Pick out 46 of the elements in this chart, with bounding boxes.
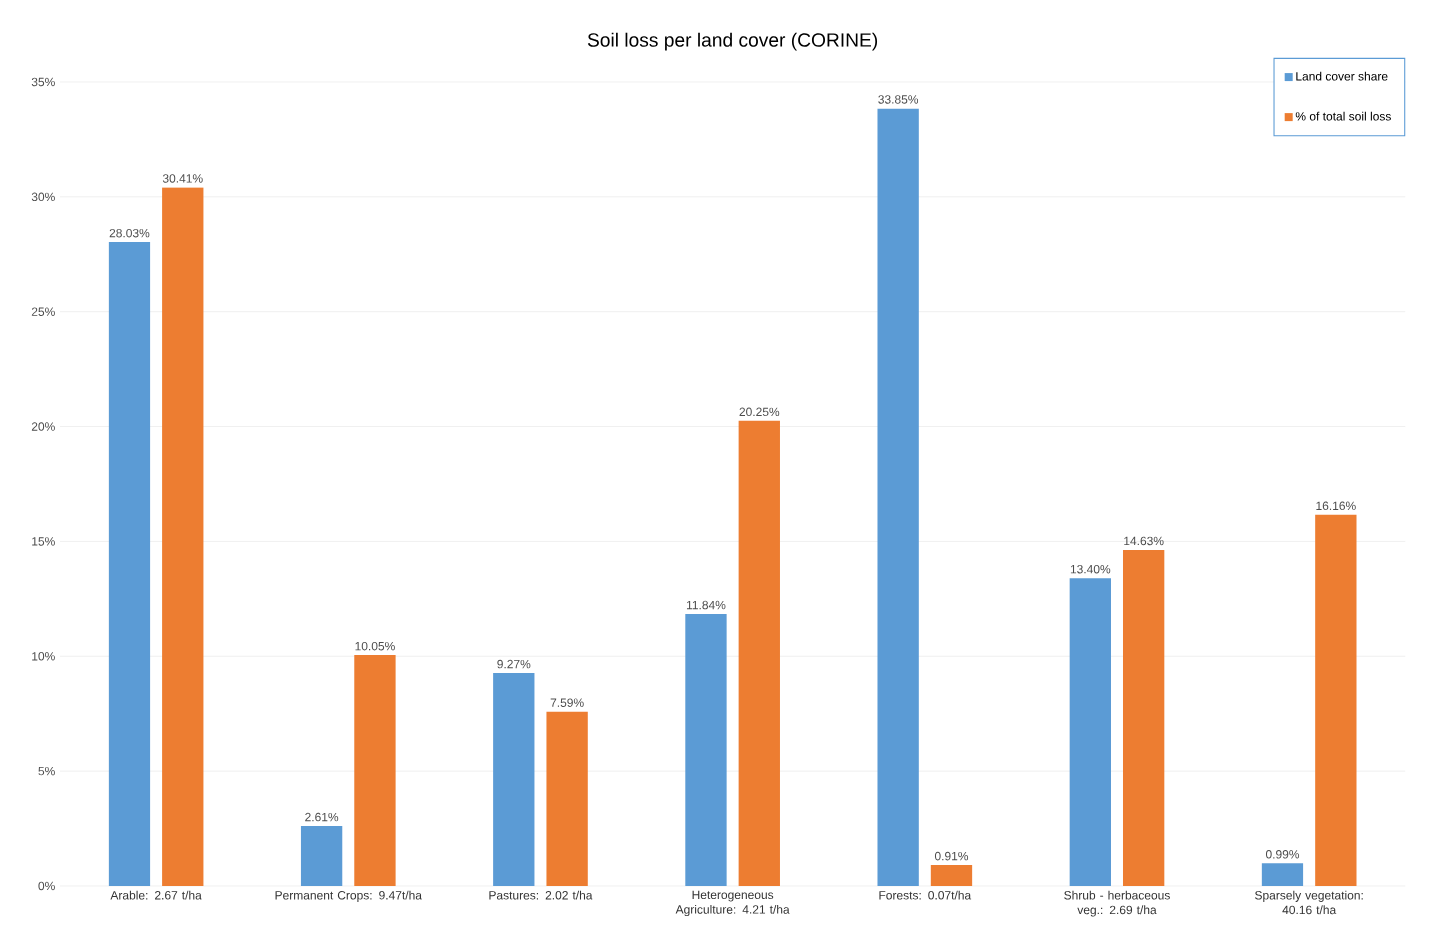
bar [1123,549,1165,886]
x-tick-label: Heterogeneous Agriculture: 4.21 t/ha [675,890,790,917]
x-tick-label: Pastures: 2.02 t/ha [489,890,593,900]
chart-title: Soil loss per land cover (CORINE) [587,32,878,51]
data-label: 14.63% [1124,536,1164,546]
bar [877,108,919,886]
bar [546,711,588,886]
x-tick-label: Arable: 2.67 t/ha [110,890,202,900]
data-label: 28.03% [109,228,150,238]
y-tick-label: 10% [32,652,55,661]
bar [354,655,396,886]
legend-label: Land cover share [1296,71,1388,81]
data-label: 0.99% [1265,850,1300,859]
y-tick-label: 20% [31,422,55,431]
y-tick-label: 35% [31,77,55,87]
x-tick-label: Forests: 0.07t/ha [879,890,972,900]
bar [1315,514,1357,886]
bar [685,614,727,886]
bar [930,865,973,886]
y-tick-label: 30% [31,192,55,202]
x-tick-label: Sparsely vegetation: 40.16 t/ha [1255,890,1363,915]
bar [1261,863,1304,886]
x-tick-label: Shrub - herbaceous veg.: 2.69 t/ha [1064,890,1170,917]
data-label: 11.84% [686,600,726,610]
data-label: 9.27% [497,659,531,669]
x-tick-label: Permanent Crops: 9.47t/ha [275,890,422,902]
data-label: 16.16% [1316,501,1356,511]
legend-label: % of total soil loss [1295,111,1391,121]
data-label: 13.40% [1070,564,1111,574]
bar [493,673,535,886]
data-label: 7.59% [550,698,584,707]
data-label: 30.41% [162,174,203,183]
data-label: 10.05% [355,641,395,651]
data-label: 0.91% [934,851,969,861]
bar [738,420,780,886]
bar [1069,578,1111,886]
y-tick-label: 25% [31,307,55,316]
data-label: 33.85% [878,95,919,104]
data-label: 20.25% [739,407,780,417]
bar [300,826,343,886]
y-tick-label: 0% [38,881,55,891]
data-label: 2.61% [305,812,339,822]
bar [162,187,204,886]
y-tick-label: 5% [38,766,55,776]
y-tick-label: 15% [32,537,55,546]
bar [108,242,151,886]
